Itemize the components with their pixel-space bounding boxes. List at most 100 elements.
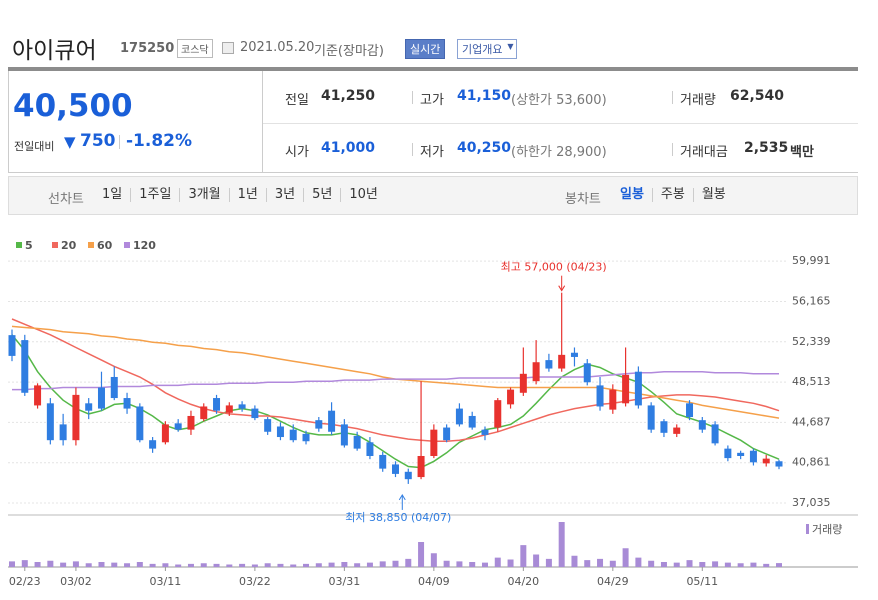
candle-body <box>8 335 16 356</box>
annotation: 최고 57,000 (04/23) <box>501 261 607 274</box>
field-label: 고가 <box>420 93 444 108</box>
volume-bar <box>213 563 220 567</box>
row-divider <box>263 123 858 124</box>
field-value: 41,150 <box>457 88 512 104</box>
volume-bar <box>34 562 41 567</box>
volume-bar <box>635 557 642 567</box>
tab[interactable]: 10년 <box>340 188 386 202</box>
candle-body <box>379 454 387 469</box>
y-tick-label: 37,035 <box>792 496 831 509</box>
x-tick-label: 05/11 <box>686 575 718 588</box>
volume-bar <box>98 562 105 567</box>
separator <box>672 91 673 104</box>
candle-body <box>430 429 438 456</box>
field-value: 41,250 <box>321 88 376 104</box>
candle-body <box>647 405 655 430</box>
candle-body <box>583 363 591 383</box>
candle-body <box>737 452 745 456</box>
volume-bar <box>379 561 386 567</box>
volume-bar <box>111 562 118 567</box>
volume-bar <box>520 545 527 567</box>
volume-bar <box>494 557 501 567</box>
field-label: 거래대금 <box>680 145 728 160</box>
annotation: 최저 38,850 (04/07) <box>345 511 451 524</box>
volume-bar <box>187 563 194 567</box>
volume-bar <box>85 563 92 567</box>
y-tick-label: 48,513 <box>792 375 831 388</box>
company-button[interactable]: 기업개요 ▼ <box>457 39 518 59</box>
tab[interactable]: 1주일 <box>130 188 179 202</box>
y-tick-label: 59,991 <box>792 254 831 267</box>
separator <box>119 135 120 149</box>
caret: ▼ <box>507 42 514 51</box>
candle-body <box>634 371 642 406</box>
volume-bar <box>175 564 182 567</box>
candle-body <box>519 373 527 393</box>
tab[interactable]: 월봉 <box>692 188 734 202</box>
candle-body <box>507 389 515 405</box>
candle-body <box>660 421 668 433</box>
volume-bar <box>366 562 373 567</box>
x-tick-label: 03/11 <box>150 575 182 588</box>
field-label: 저가 <box>420 145 444 160</box>
tab[interactable]: 3개월 <box>179 188 228 202</box>
candle-body <box>775 461 783 467</box>
candle-body <box>622 374 630 404</box>
candle-body <box>59 424 67 441</box>
tab[interactable]: 1일 <box>102 187 123 202</box>
field-unit: 백만 <box>790 145 814 160</box>
candle-body <box>136 406 144 441</box>
volume-bar <box>21 560 28 567</box>
volume-bar <box>673 562 680 567</box>
y-tick-label: 56,165 <box>792 294 831 307</box>
volume-bar <box>124 563 131 567</box>
legend-label: 60 <box>97 239 113 252</box>
volume-bar <box>584 560 591 567</box>
stock-code: 175250 <box>120 41 175 56</box>
candle-body <box>749 450 757 463</box>
volume-bar <box>149 563 156 567</box>
tab[interactable]: 3년 <box>265 188 303 202</box>
separator <box>672 143 673 156</box>
volume-bar <box>392 560 399 567</box>
legend-label: 20 <box>61 239 77 252</box>
volume-bar <box>239 563 246 567</box>
tab[interactable]: 주봉 <box>651 188 693 202</box>
candle-body <box>315 420 323 429</box>
realtime-button[interactable]: 실시간 <box>405 39 446 59</box>
candle-body <box>213 398 221 411</box>
volume-bar <box>609 560 616 567</box>
candle-body <box>34 385 42 406</box>
tab[interactable]: 5년 <box>303 188 340 202</box>
volume-bar <box>686 560 693 567</box>
divider <box>262 71 263 173</box>
volume-bar <box>251 564 258 567</box>
candle-body <box>123 398 131 409</box>
volume-bar <box>571 555 578 567</box>
tab[interactable]: 1년 <box>228 188 266 202</box>
x-tick-label: 02/23 <box>9 575 41 588</box>
candle-body <box>110 376 118 399</box>
candle-body <box>97 387 105 409</box>
tab[interactable]: 일봉 <box>620 187 644 202</box>
volume-bar <box>354 563 361 567</box>
x-tick-label: 03/22 <box>239 575 271 588</box>
volume-bar <box>162 563 169 567</box>
candle-body <box>161 424 169 443</box>
volume-bar <box>226 564 233 567</box>
x-tick-label: 04/29 <box>597 575 629 588</box>
volume-bar <box>622 548 629 567</box>
y-tick-label: 44,687 <box>792 415 831 428</box>
volume-bar <box>533 554 540 567</box>
legend-label: 거래량 <box>812 523 842 536</box>
legend-label: 120 <box>133 239 156 252</box>
candle-body <box>46 403 54 441</box>
candle-body <box>762 458 770 464</box>
ma-line <box>12 370 779 391</box>
candle-body <box>417 455 425 478</box>
volume-bar <box>290 564 297 567</box>
candle-body <box>443 427 451 441</box>
volume-bar <box>597 558 604 567</box>
candle-body <box>711 424 719 444</box>
